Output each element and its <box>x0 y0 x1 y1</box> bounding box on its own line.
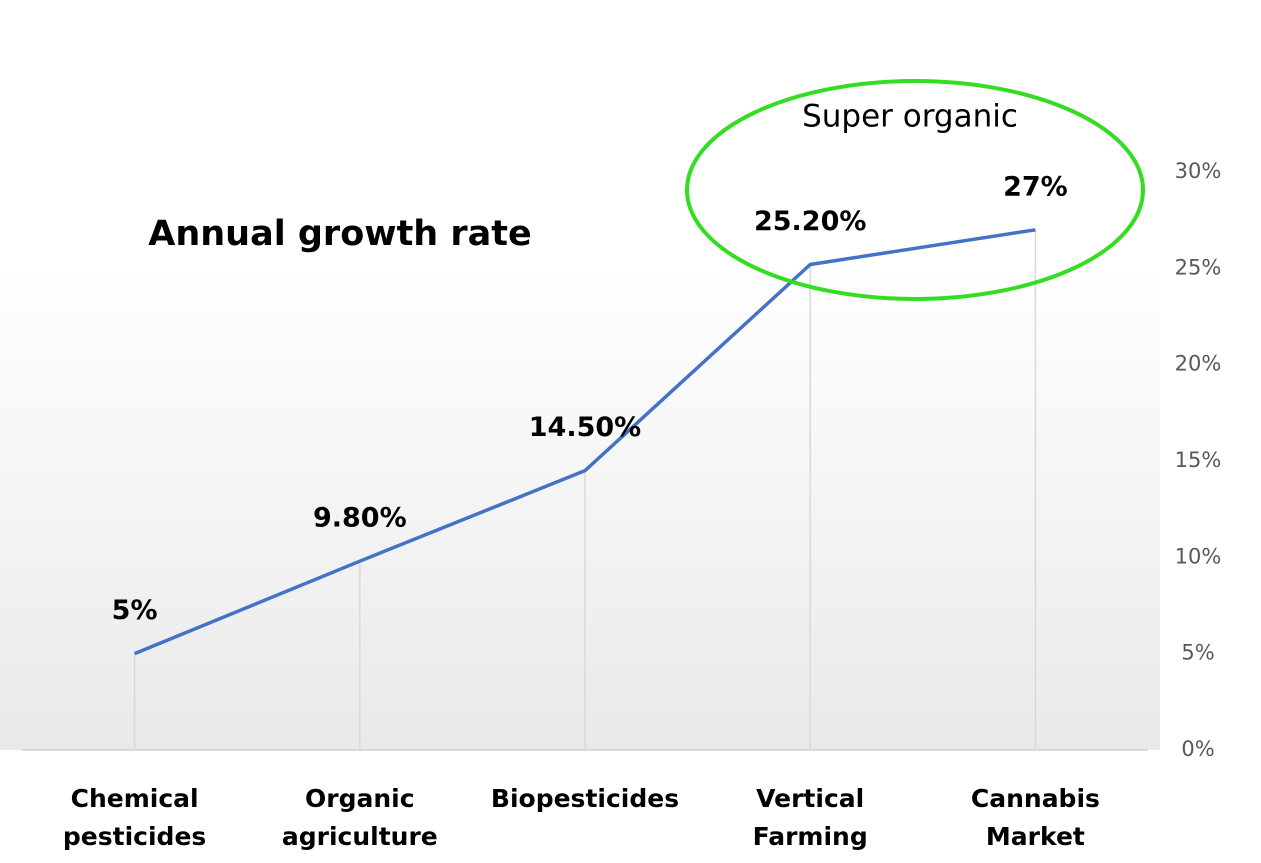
x-tick-label: Vertical Farming <box>752 784 868 851</box>
y-tick-label: 0% <box>1181 737 1214 761</box>
x-tick-label: Biopesticides <box>490 784 680 813</box>
annotation-text: Super organic <box>802 99 1018 135</box>
y-tick-label: 10% <box>1175 544 1222 568</box>
x-tick-label: Cannabis Market <box>970 784 1100 851</box>
data-line <box>133 228 1036 656</box>
x-tick-label: Organic agriculture <box>281 784 438 851</box>
annotation-ellipse <box>685 79 1145 301</box>
x-tick-label: Chemical pesticides <box>62 784 207 851</box>
chart-title: Annual growth rate <box>148 214 532 254</box>
data-label: 5% <box>112 595 158 626</box>
data-label: 14.50% <box>529 412 641 443</box>
y-tick-label: 25% <box>1175 255 1222 279</box>
y-tick-label: 15% <box>1175 448 1222 472</box>
y-tick-label: 20% <box>1175 352 1222 376</box>
plot-background <box>0 0 1160 750</box>
data-label: 25.20% <box>754 206 866 237</box>
y-tick-label: 5% <box>1181 641 1214 665</box>
data-label: 9.80% <box>313 503 407 534</box>
data-label: 27% <box>1003 171 1068 202</box>
y-tick-label: 30% <box>1175 159 1222 183</box>
